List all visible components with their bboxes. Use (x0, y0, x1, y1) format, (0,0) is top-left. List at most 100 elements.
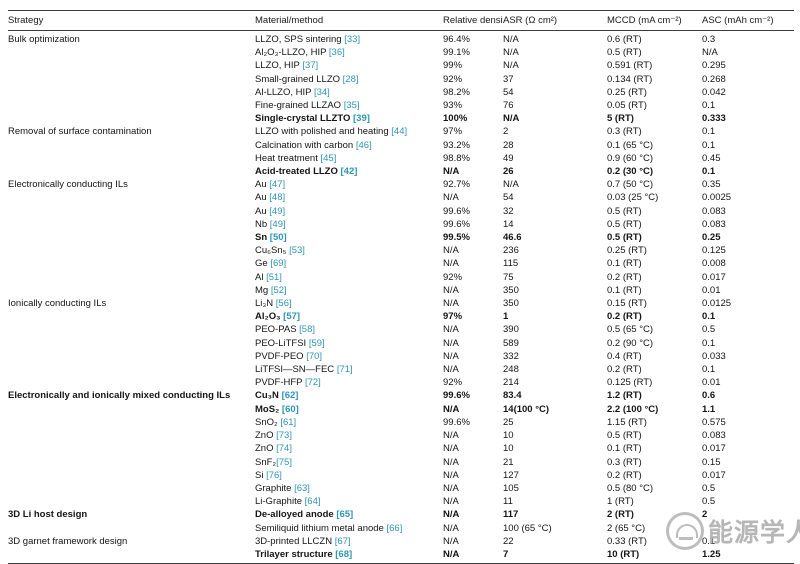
mccd-cell: 0.4 (RT) (607, 350, 642, 362)
citation-link[interactable]: [50] (269, 232, 287, 244)
mccd-cell: 0.1 (RT) (607, 258, 642, 270)
citation-link[interactable]: [57] (283, 311, 301, 323)
table-row: Electronically and ionically mixed condu… (8, 389, 794, 402)
strategy-cell (8, 59, 255, 72)
citation-link[interactable]: [39] (353, 113, 370, 125)
citation-link[interactable]: [64] (304, 496, 321, 508)
citation-link[interactable]: [61] (280, 416, 297, 428)
strategy-cell (8, 310, 255, 323)
citation-link[interactable]: [28] (342, 73, 359, 85)
mccd-cell: 0.1 (RT) (607, 284, 642, 296)
material-cell: ZnO [74] (255, 442, 443, 455)
material-cell: Acid-treated LLZO [42] (255, 165, 443, 178)
table-row: LLZO, HIP [37] 99% N/A 0.591 (RT) 0.295 (8, 59, 794, 72)
citation-link[interactable]: [44] (391, 126, 408, 138)
citation-link[interactable]: [65] (336, 509, 354, 521)
table-body: Bulk optimization LLZO, SPS sintering [33… (8, 31, 794, 564)
material-cell: Mg [52] (255, 284, 443, 297)
relative-density-cell: 96.4% (443, 34, 470, 45)
citation-link[interactable]: [69] (270, 258, 287, 270)
table-row: Semiliquid lithium metal anode [66] N/A 10… (8, 522, 794, 535)
table-row: PVDF-PEO [70] N/A 332 0.4 (RT) 0.033 (8, 350, 794, 363)
table-row: Al-LLZO, HIP [34] 98.2% 54 0.25 (RT) 0.042 (8, 86, 794, 99)
material-name: Acid-treated LLZO (255, 166, 341, 178)
material-name: SnO₂ (255, 416, 281, 428)
citation-link[interactable]: [34] (313, 86, 330, 98)
table-row: Nb [49] 99.6% 14 0.5 (RT) 0.083 (8, 218, 794, 231)
mccd-cell: 0.5 (RT) (607, 47, 642, 59)
citation-link[interactable]: [56] (275, 298, 292, 310)
relative-density-cell: 99.1% (443, 47, 470, 59)
relative-density-cell: N/A (443, 166, 460, 178)
citation-link[interactable]: [37] (302, 60, 319, 72)
strategy-cell (8, 257, 255, 270)
col-header-material: Material/method (255, 10, 443, 31)
asc-cell: 2 (702, 509, 708, 521)
asc-cell: 0.1 (702, 364, 716, 376)
citation-link[interactable]: [76] (266, 469, 282, 481)
asc-cell: 0.15 (702, 456, 721, 468)
table-row: ZnO [74] N/A 10 0.1 (RT) 0.017 (8, 442, 794, 455)
material-name: Calcination with carbon (255, 139, 356, 151)
relative-density-cell: N/A (443, 350, 459, 362)
citation-link[interactable]: [68] (335, 548, 353, 560)
citation-link[interactable]: [48] (269, 192, 286, 204)
citation-link[interactable]: [52] (270, 284, 287, 296)
material-cell: Cu₃N [62] (255, 389, 443, 402)
strategy-cell: 3D garnet framework design (8, 535, 128, 547)
mccd-cell: 0.7 (50 °C) (607, 179, 654, 191)
citation-link[interactable]: [35] (343, 100, 360, 112)
mccd-cell: 0.5 (RT) (607, 218, 642, 230)
table-row: Ge [69] N/A 115 0.1 (RT) 0.008 (8, 257, 794, 270)
asc-cell: 0.1 (702, 139, 716, 151)
asr-cell: N/A (503, 113, 520, 125)
mccd-cell: 0.2 (90 °C) (607, 337, 654, 349)
citation-link[interactable]: [51] (266, 271, 282, 283)
citation-link[interactable]: [46] (355, 139, 372, 151)
relative-density-cell: 98.8% (443, 152, 470, 164)
table-row: Heat treatment [45] 98.8% 49 0.9 (60 °C) 0.4… (8, 152, 794, 165)
citation-link[interactable]: [36] (328, 47, 345, 59)
strategy-cell (8, 205, 255, 218)
asr-cell: 117 (503, 509, 519, 521)
citation-link[interactable]: [66] (386, 522, 403, 534)
relative-density-cell: N/A (443, 245, 459, 257)
citation-link[interactable]: [47] (269, 179, 286, 191)
citation-link[interactable]: [33] (344, 34, 361, 45)
citation-link[interactable]: [72] (304, 377, 321, 389)
citation-link[interactable]: [49] (269, 218, 286, 230)
citation-link[interactable]: [45] (320, 152, 337, 164)
material-name: ZnO (255, 443, 277, 455)
asc-cell: 0.125 (702, 245, 726, 257)
material-name: Al-LLZO, HIP (255, 86, 314, 98)
asr-cell: 248 (503, 364, 519, 376)
citation-link[interactable]: [71] (336, 364, 353, 376)
citation-link[interactable]: [58] (299, 324, 316, 336)
table-row: Cu₆Sn₅ [53] N/A 236 0.25 (RT) 0.125 (8, 244, 794, 257)
citation-link[interactable]: [70] (306, 350, 323, 362)
asr-cell: 25 (503, 416, 514, 428)
material-cell: SnO₂ [61] (255, 416, 443, 429)
strategy-cell (8, 429, 255, 442)
citation-link[interactable]: [73] (276, 430, 292, 442)
asr-cell: 14 (503, 218, 514, 230)
col-header-strategy: Strategy (8, 10, 255, 31)
citation-link[interactable]: [42] (340, 166, 358, 178)
citation-link[interactable]: [59] (308, 337, 325, 349)
citation-link[interactable]: [49] (269, 205, 286, 217)
citation-link[interactable]: [67] (334, 535, 351, 547)
citation-link[interactable]: [53] (289, 245, 305, 257)
citation-link[interactable]: [74] (276, 443, 292, 455)
citation-link[interactable]: [62] (281, 390, 299, 402)
asr-cell: 1 (503, 311, 509, 323)
table-row: 3D Li host design De-alloyed anode [65] N/… (8, 508, 794, 521)
citation-link[interactable]: [75] (276, 456, 292, 468)
citation-link[interactable]: [60] (281, 403, 299, 415)
citation-link[interactable]: [63] (294, 482, 310, 494)
comparison-table: Strategy Material/method Relative densit… (8, 10, 794, 564)
relative-density-cell: 97% (443, 126, 463, 138)
relative-density-cell: 97% (443, 311, 463, 323)
material-name: Heat treatment (255, 152, 321, 164)
strategy-cell (8, 442, 255, 455)
relative-density-cell: 99.6% (443, 416, 470, 428)
